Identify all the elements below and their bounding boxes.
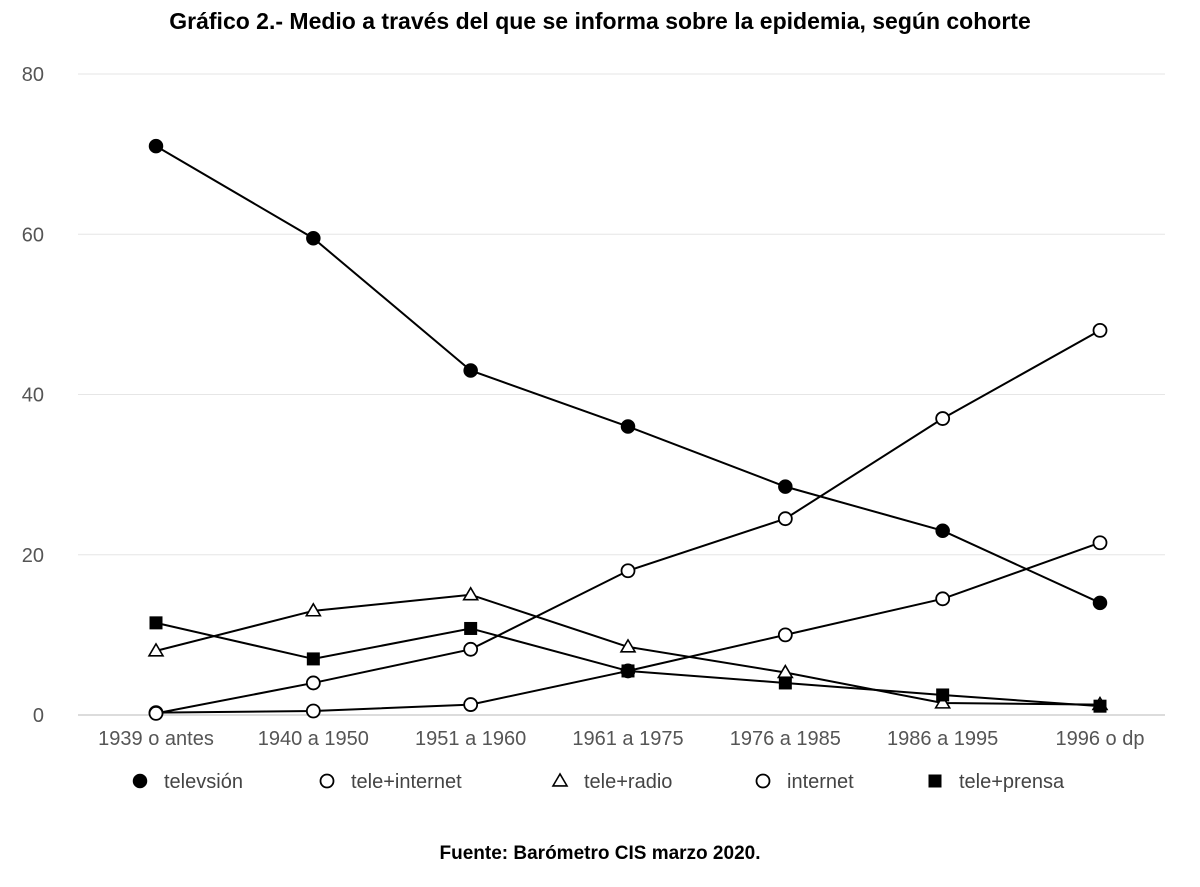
legend-label: tele+prensa	[959, 771, 1065, 793]
legend-item: tele+internet	[319, 771, 462, 793]
data-point	[463, 697, 479, 712]
x-tick-label: 1996 o dp	[1056, 728, 1145, 750]
series-line	[155, 145, 1101, 604]
data-point	[620, 419, 636, 434]
data-point	[935, 591, 951, 607]
data-point	[777, 511, 793, 527]
legend-label: internet	[787, 771, 854, 793]
data-point	[935, 411, 951, 426]
data-point	[1092, 322, 1108, 338]
data-point	[148, 138, 164, 154]
data-point	[1092, 535, 1108, 551]
x-axis-ticks: 1939 o antes 1940 a 1950 1951 a 1960 1961 a…	[98, 728, 1144, 750]
data-point	[935, 523, 950, 538]
data-point	[149, 616, 163, 630]
x-tick-label: 1940 a 1950	[258, 728, 369, 750]
x-tick-label: 1976 a 1985	[730, 728, 841, 750]
legend-label: tele+radio	[584, 771, 672, 793]
x-tick-label: 1986 a 1995	[887, 728, 998, 750]
data-point	[777, 627, 793, 643]
data-point	[934, 694, 952, 709]
x-tick-label: 1961 a 1975	[572, 728, 683, 750]
data-point	[148, 705, 164, 721]
legend: televsión tele+internet tele+radio internet…	[132, 771, 1065, 793]
data-point	[778, 479, 793, 494]
gridlines	[78, 73, 1165, 716]
series-televsi-n	[148, 138, 1108, 611]
legend-label: televsión	[164, 771, 243, 793]
chart-title: Gráfico 2.- Medio a través del que se in…	[169, 8, 1031, 34]
series-lines	[147, 138, 1109, 721]
data-point	[936, 688, 950, 702]
data-point	[319, 773, 335, 789]
data-point	[755, 773, 771, 789]
data-point	[306, 652, 320, 666]
x-tick-label: 1951 a 1960	[415, 728, 526, 750]
legend-item: internet	[755, 771, 854, 793]
y-tick-label: 60	[22, 224, 44, 246]
legend-item: tele+prensa	[928, 771, 1065, 793]
x-tick-label: 1939 o antes	[98, 728, 214, 750]
data-point	[1093, 699, 1107, 713]
data-point	[621, 664, 635, 678]
data-point	[305, 675, 321, 691]
data-point	[551, 772, 569, 787]
y-tick-label: 40	[22, 385, 44, 407]
data-point	[928, 774, 942, 788]
legend-item: tele+radio	[551, 771, 672, 793]
chart-source: Fuente: Barómetro CIS marzo 2020.	[439, 843, 761, 864]
data-point	[304, 602, 322, 617]
data-point	[778, 676, 792, 690]
series-tele-radio	[147, 586, 1109, 711]
data-point	[305, 703, 321, 719]
data-point	[463, 641, 479, 657]
y-tick-label: 20	[22, 545, 44, 567]
data-point	[132, 773, 148, 789]
data-point	[306, 231, 321, 246]
data-point	[462, 586, 480, 601]
data-point	[620, 563, 636, 579]
data-point	[619, 638, 637, 653]
data-point	[463, 363, 478, 378]
legend-item: televsión	[132, 771, 243, 793]
series-internet	[148, 322, 1108, 721]
series-tele-prensa	[149, 616, 1107, 713]
data-point	[464, 621, 478, 635]
data-point	[1092, 595, 1108, 611]
legend-label: tele+internet	[351, 771, 462, 793]
y-axis-ticks: 0 20 40 60 80	[22, 64, 44, 727]
y-tick-label: 80	[22, 64, 44, 86]
y-tick-label: 0	[33, 705, 44, 727]
data-point	[147, 642, 165, 657]
